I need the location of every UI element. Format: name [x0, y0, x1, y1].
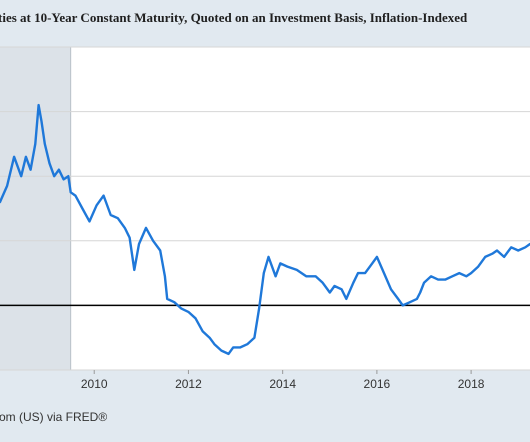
recession-shading-group — [0, 47, 72, 370]
series-line — [0, 103, 530, 356]
plot-background — [0, 47, 530, 370]
x-tick-label: 2014 — [269, 377, 296, 391]
series-group — [0, 103, 530, 356]
chart-source: om (US) via FRED® — [0, 410, 108, 424]
x-axis-ticks: 2010 2012 2014 2016 2018 — [81, 370, 485, 391]
x-tick-label: 2016 — [364, 377, 391, 391]
x-tick-label: 2010 — [81, 377, 108, 391]
chart-title: ties at 10-Year Constant Maturity, Quote… — [0, 10, 468, 25]
recession-band — [0, 47, 71, 370]
x-tick-label: 2018 — [458, 377, 485, 391]
y-gridlines — [0, 46, 530, 371]
x-tick-label: 2012 — [175, 377, 202, 391]
